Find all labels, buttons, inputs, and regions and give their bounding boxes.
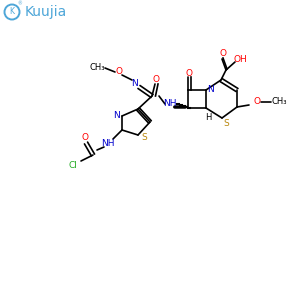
Text: S: S — [141, 134, 147, 142]
Text: CH₃: CH₃ — [271, 98, 287, 106]
Text: N: N — [112, 112, 119, 121]
Text: O: O — [254, 98, 260, 106]
Text: ®: ® — [18, 2, 22, 7]
Text: OH: OH — [233, 56, 247, 64]
Text: H: H — [205, 112, 211, 122]
Text: Cl: Cl — [69, 160, 77, 169]
Text: O: O — [220, 50, 226, 58]
Text: S: S — [223, 118, 229, 127]
Text: O: O — [185, 68, 193, 77]
Text: O: O — [82, 133, 88, 142]
Text: NH: NH — [101, 139, 115, 148]
Text: NH: NH — [163, 100, 177, 109]
Text: Kuujia: Kuujia — [25, 5, 67, 19]
Text: K: K — [10, 8, 14, 16]
Text: O: O — [116, 68, 122, 76]
Text: O: O — [152, 74, 160, 83]
Text: N: N — [208, 85, 214, 94]
Text: N: N — [132, 79, 138, 88]
Text: CH₃: CH₃ — [89, 62, 105, 71]
